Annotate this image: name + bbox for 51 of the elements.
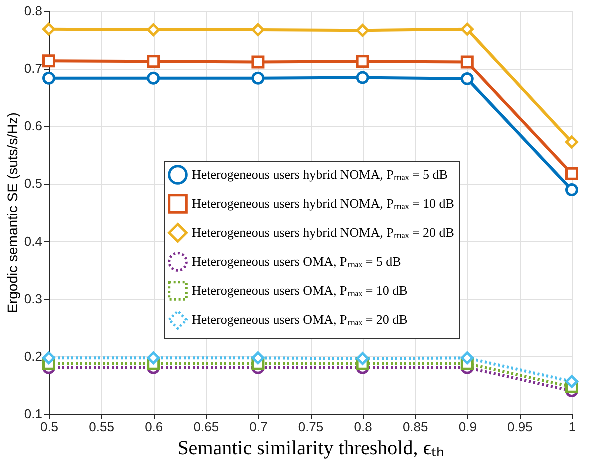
point <box>147 24 160 36</box>
x-tick-label: 0.6 <box>145 420 164 434</box>
point <box>42 54 56 68</box>
point <box>566 375 578 388</box>
point <box>42 72 56 85</box>
x-tick-label: 0.8 <box>354 420 372 434</box>
x-axis-title: Semantic similarity threshold, ϵₜₕ <box>178 438 444 460</box>
legend-label: Heterogeneous users hybrid NOMA, Pₘₐₓ = 20 dB <box>192 225 455 240</box>
x-tick-label: 0.75 <box>298 420 324 434</box>
point <box>566 136 578 149</box>
x-tick-label: 1 <box>568 420 576 434</box>
y-tick-label: 0.1 <box>24 406 42 422</box>
point <box>356 55 370 68</box>
point <box>252 352 265 365</box>
legend-label: Heterogeneous users hybrid NOMA, Pₘₐₓ = 10 dB <box>192 196 455 211</box>
point <box>356 71 370 84</box>
y-axis-title: Ergodic semantic SE (suts/s/Hz) <box>4 112 20 314</box>
legend-label: Heterogeneous users hybrid NOMA, Pₘₐₓ = 5 dB <box>192 167 448 182</box>
point <box>42 22 56 36</box>
y-tick-label: 0.6 <box>24 118 42 134</box>
point <box>566 184 578 197</box>
x-tick-label: 0.5 <box>40 420 59 434</box>
y-tick-label: 0.8 <box>24 4 42 18</box>
y-tick-label: 0.3 <box>24 291 42 306</box>
y-tick-label: 0.5 <box>24 176 42 192</box>
legend-label: Heterogeneous users OMA, Pₘₐₓ = 10 dB <box>192 283 408 298</box>
y-tick-label: 0.4 <box>24 234 42 249</box>
x-tick-label: 0.85 <box>402 420 428 434</box>
point <box>356 352 370 366</box>
x-tick-label: 0.95 <box>508 420 533 434</box>
y-tick-label: 0.2 <box>24 348 42 364</box>
point <box>460 56 474 69</box>
point <box>460 352 474 365</box>
point <box>460 72 474 86</box>
point <box>356 24 370 38</box>
x-tick-label: 0.7 <box>250 420 268 434</box>
point <box>460 22 474 36</box>
point <box>252 24 265 36</box>
point <box>252 56 265 69</box>
point <box>252 72 265 85</box>
point <box>147 55 160 68</box>
point <box>42 352 56 365</box>
point <box>147 352 160 365</box>
point <box>147 72 160 85</box>
x-tick-label: 0.9 <box>458 420 477 434</box>
x-tick-label: 0.55 <box>89 420 114 434</box>
legend-label: Heterogeneous users OMA, Pₘₐₓ = 20 dB <box>192 312 408 327</box>
legend-label: Heterogeneous users OMA, Pₘₐₓ = 5 dB <box>192 254 402 269</box>
x-tick-label: 0.65 <box>194 420 220 434</box>
y-tick-label: 0.7 <box>24 61 42 76</box>
point <box>566 167 578 180</box>
